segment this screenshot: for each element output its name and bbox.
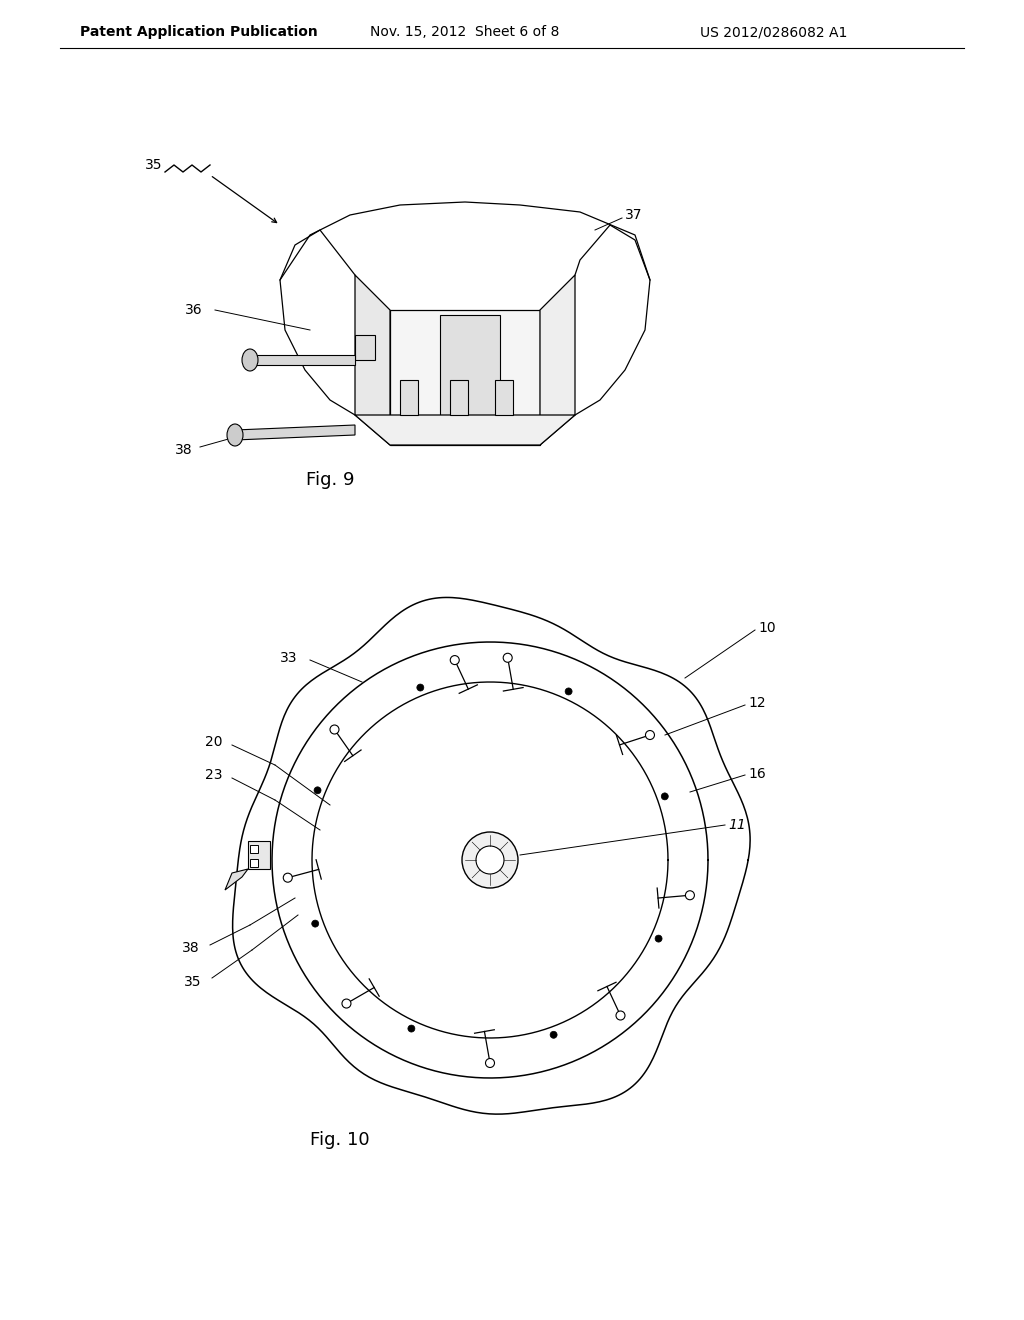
Text: 35: 35: [184, 975, 202, 989]
Polygon shape: [540, 275, 575, 445]
Polygon shape: [355, 275, 390, 445]
Circle shape: [685, 891, 694, 900]
Text: 11: 11: [728, 818, 745, 832]
Polygon shape: [450, 380, 468, 414]
Polygon shape: [495, 380, 513, 414]
Circle shape: [655, 935, 663, 942]
Text: 38: 38: [182, 941, 200, 954]
Circle shape: [451, 656, 459, 664]
Text: 12: 12: [748, 696, 766, 710]
Ellipse shape: [227, 424, 243, 446]
Polygon shape: [390, 310, 540, 445]
Text: 35: 35: [145, 158, 163, 172]
Circle shape: [311, 920, 318, 927]
Circle shape: [485, 1059, 495, 1068]
Circle shape: [616, 1011, 625, 1020]
Text: Fig. 9: Fig. 9: [306, 471, 354, 488]
Text: 16: 16: [748, 767, 766, 781]
Text: Patent Application Publication: Patent Application Publication: [80, 25, 317, 40]
Circle shape: [645, 730, 654, 739]
Circle shape: [565, 688, 572, 694]
Circle shape: [550, 1031, 557, 1039]
Circle shape: [284, 874, 292, 882]
Polygon shape: [250, 859, 258, 867]
Text: 23: 23: [205, 768, 222, 781]
Circle shape: [462, 832, 518, 888]
Polygon shape: [400, 380, 418, 414]
Circle shape: [342, 999, 351, 1008]
Text: Fig. 10: Fig. 10: [310, 1131, 370, 1148]
Polygon shape: [355, 414, 575, 445]
Circle shape: [476, 846, 504, 874]
Polygon shape: [250, 845, 258, 853]
Circle shape: [314, 787, 322, 793]
Circle shape: [503, 653, 512, 663]
Polygon shape: [355, 335, 375, 360]
Polygon shape: [250, 355, 355, 366]
Text: Nov. 15, 2012  Sheet 6 of 8: Nov. 15, 2012 Sheet 6 of 8: [370, 25, 559, 40]
Ellipse shape: [242, 348, 258, 371]
Text: 20: 20: [205, 735, 222, 748]
Circle shape: [408, 1026, 415, 1032]
Text: 10: 10: [758, 620, 775, 635]
Polygon shape: [440, 315, 500, 440]
Polygon shape: [234, 425, 355, 440]
Circle shape: [330, 725, 339, 734]
Polygon shape: [225, 869, 248, 890]
Text: 38: 38: [175, 444, 193, 457]
Text: 36: 36: [185, 304, 203, 317]
Circle shape: [417, 684, 424, 692]
Text: 33: 33: [280, 651, 298, 665]
Polygon shape: [248, 841, 270, 869]
Text: 37: 37: [625, 209, 642, 222]
Text: US 2012/0286082 A1: US 2012/0286082 A1: [700, 25, 848, 40]
Circle shape: [662, 793, 669, 800]
